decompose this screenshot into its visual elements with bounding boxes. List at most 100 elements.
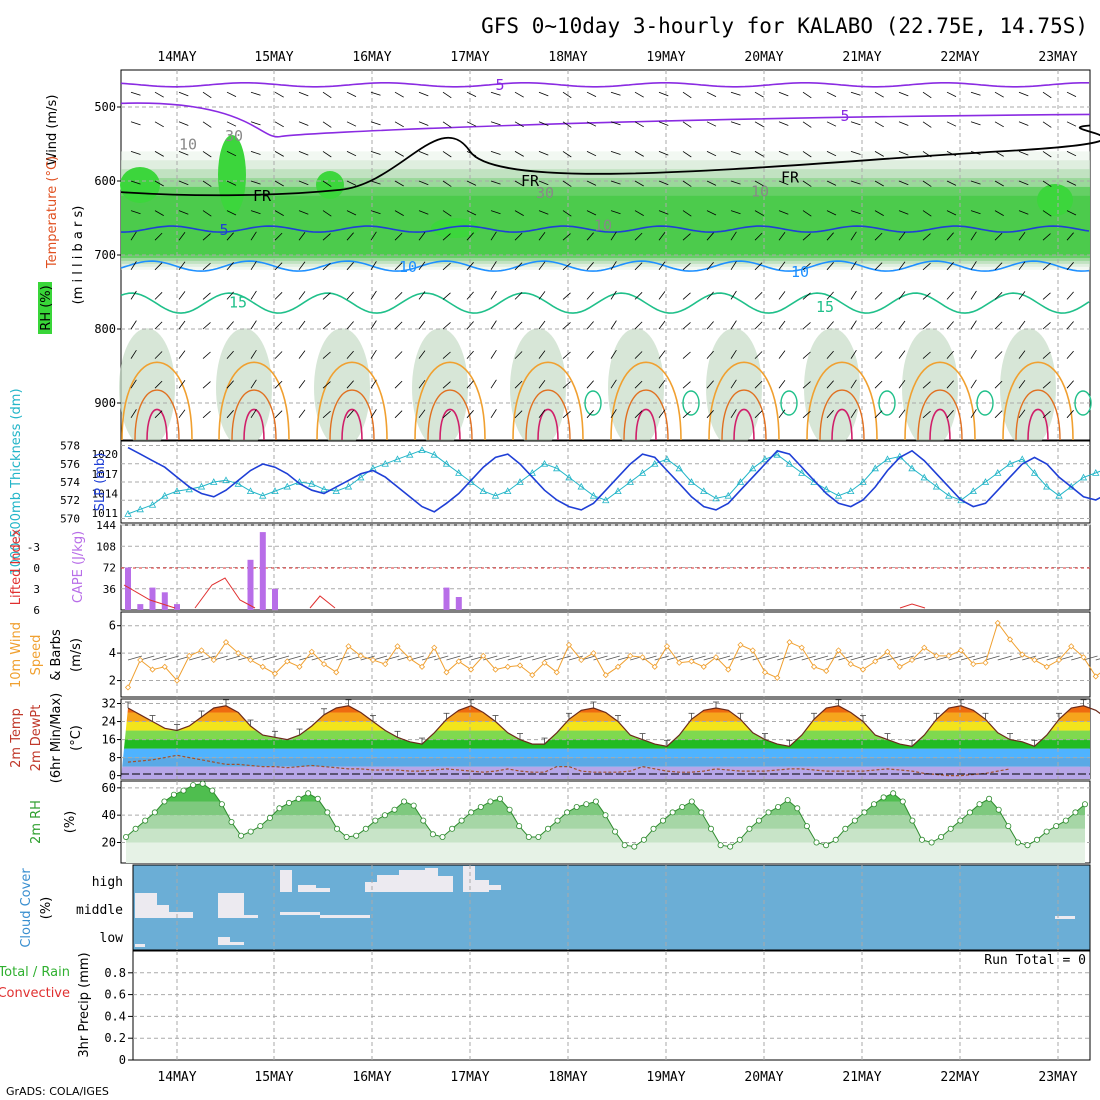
upper-barb — [778, 291, 786, 300]
upper-barb — [130, 210, 141, 215]
upper-barb — [490, 290, 497, 300]
upper-barb — [970, 261, 977, 271]
upper-barb — [154, 91, 164, 98]
rh-point-1 — [132, 825, 139, 832]
upper-barb — [1066, 91, 1077, 97]
rh-point-72 — [813, 839, 820, 846]
thickness-point-50 — [736, 478, 745, 485]
wind10m-point-9 — [235, 650, 242, 657]
rh2m-panel: 60 40 20 — [102, 780, 1091, 864]
precip-tick-2: 0.4 — [104, 1009, 126, 1023]
upper-barb — [466, 180, 477, 186]
contour-20-4 — [512, 361, 584, 441]
upper-barb — [322, 410, 331, 419]
wind10m-point-36 — [565, 641, 573, 648]
upper-barb — [922, 210, 932, 217]
upper-barb — [826, 321, 834, 330]
upper-barb — [1018, 320, 1026, 330]
upper-barb — [586, 121, 597, 127]
ylabel-pressure: (m i l l i b a r s) — [71, 206, 86, 305]
upper-barb — [634, 410, 643, 419]
upper-barb — [754, 210, 764, 216]
upper-barb — [202, 410, 211, 419]
upper-barb — [1018, 291, 1026, 300]
top-date-5: 19MAY — [646, 50, 685, 65]
upper-barb — [1066, 210, 1077, 216]
upper-barb — [682, 262, 691, 271]
contour-20-3 — [414, 361, 486, 441]
upper-barb — [730, 151, 741, 155]
upper-barb — [994, 180, 1004, 187]
ylabel-slp: SLP (mb) — [93, 453, 108, 512]
cloud-clear-block-17 — [230, 942, 244, 945]
rh-point-64 — [736, 836, 743, 843]
ylabel-total-rain: Total / Rain — [0, 965, 70, 980]
upper-barb — [274, 292, 283, 300]
wind10m-point-69 — [970, 661, 977, 668]
upper-barb — [538, 151, 549, 156]
upper-barb — [1066, 151, 1077, 157]
upper-barb — [490, 231, 497, 241]
wind10m-point-67 — [945, 652, 952, 659]
upper-barb — [226, 291, 234, 300]
wind10m-point-35 — [553, 669, 560, 676]
rh-point-18 — [295, 795, 302, 802]
wind10m-barb-63 — [899, 655, 914, 661]
upper-barb — [130, 91, 141, 96]
upper-barb — [1042, 292, 1051, 300]
upper-barb — [250, 180, 261, 185]
rh-point-44 — [545, 825, 552, 832]
thickness-point-55 — [798, 469, 806, 476]
contour-30-0 — [146, 408, 168, 441]
upper-barb — [922, 91, 932, 99]
upper-barb — [898, 210, 909, 215]
rh-point-68 — [775, 804, 782, 811]
chart-title: GFS 0~10day 3-hourly for KALABO (22.75E,… — [481, 14, 1088, 38]
wind10m-point-54 — [786, 639, 793, 646]
temp-band-4 — [121, 730, 1090, 740]
thickness-point-33 — [528, 469, 536, 476]
upper-barb — [1042, 262, 1051, 271]
rh-point-39 — [496, 795, 503, 802]
upper-barb — [778, 91, 789, 97]
ylabel-3hr-precip: 3hr Precip (mm) — [77, 952, 92, 1057]
upper-barb — [1042, 322, 1051, 330]
upper-barb — [922, 180, 932, 187]
rh-point-22 — [333, 825, 340, 832]
contour-label-11: 30 — [536, 184, 554, 202]
rh-point-30 — [410, 802, 417, 809]
cloud-clear-block-8 — [365, 882, 377, 892]
rh-point-89 — [976, 801, 983, 808]
upper-barb — [370, 379, 377, 389]
upper-barb — [394, 292, 403, 300]
slp-tick-1: 1017 — [92, 468, 119, 481]
upper-barb — [850, 379, 857, 389]
thickness-point-36 — [565, 473, 573, 481]
upper-barb — [850, 349, 857, 359]
upper-barb — [778, 231, 786, 241]
wind10m-point-55 — [798, 644, 805, 651]
rh-point-27 — [381, 812, 388, 819]
cloud-clear-block-6 — [298, 885, 316, 892]
upper-barb — [154, 351, 163, 359]
wind10m-point-27 — [455, 658, 462, 665]
wind10m-barb-56 — [813, 655, 829, 661]
wind10m-point-44 — [663, 643, 671, 650]
upper-barb — [154, 292, 163, 300]
upper-barb — [370, 91, 381, 96]
upper-barb — [514, 262, 523, 271]
upper-barb — [730, 349, 737, 359]
minmax-bars — [125, 699, 1087, 747]
upper-barb — [490, 151, 501, 155]
upper-barb — [802, 91, 812, 99]
ylabel-lifted-index: Lifted Index — [9, 528, 24, 605]
upper-barb — [298, 180, 309, 186]
wind10m-point-12 — [271, 670, 279, 677]
upper-barb — [586, 291, 594, 300]
rh-point-96 — [1043, 828, 1050, 835]
upper-barb — [226, 350, 234, 359]
ylabel-wind: Wind (m/s) — [45, 95, 60, 166]
bottom-date-9: 23MAY — [1038, 1070, 1077, 1085]
upper-barb — [634, 180, 644, 187]
